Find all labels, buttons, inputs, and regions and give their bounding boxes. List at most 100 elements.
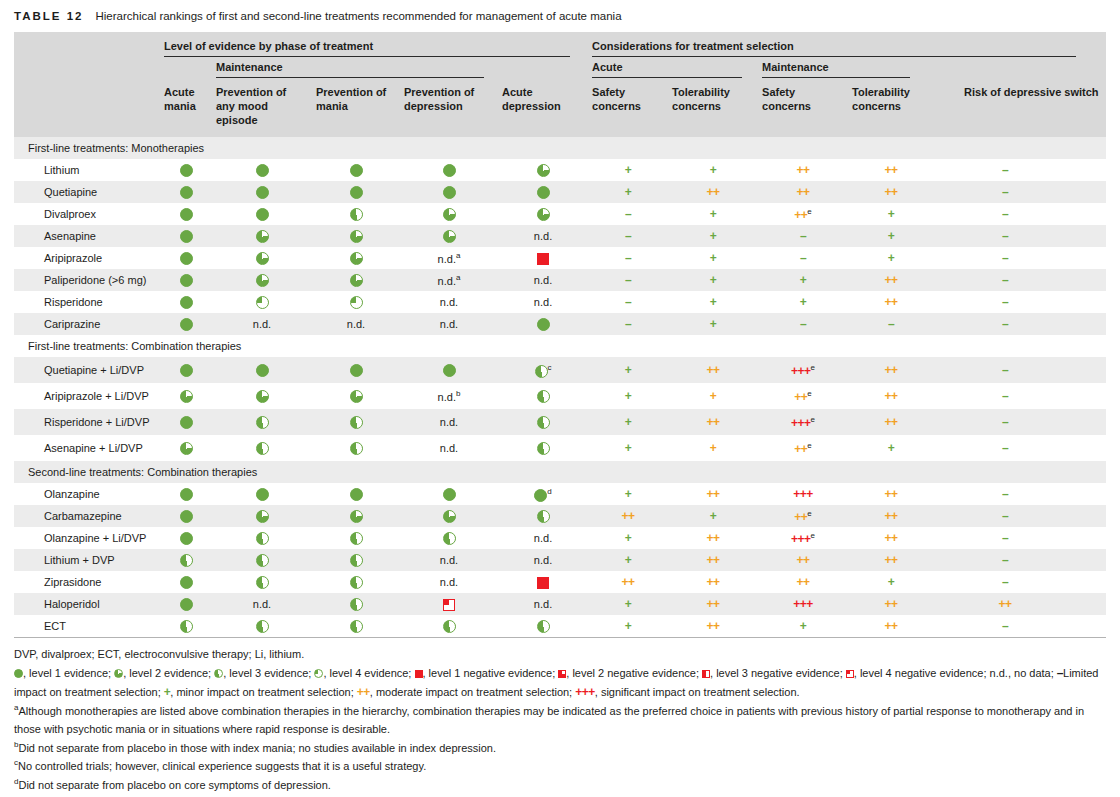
impact-rating-legend: ++ bbox=[357, 685, 370, 699]
evidence-cell bbox=[400, 593, 498, 615]
no-data-label: n.d. bbox=[534, 598, 552, 610]
level-4-evidence-icon bbox=[256, 296, 269, 309]
level-3-evidence-icon bbox=[350, 620, 363, 633]
col-header-acute-mania: Acute mania bbox=[160, 80, 212, 137]
impact-rating: + bbox=[888, 441, 895, 455]
group-header-evidence: Level of evidence by phase of treatment bbox=[160, 32, 588, 59]
consideration-cell: + bbox=[588, 527, 668, 549]
level-3-evidence-icon bbox=[180, 620, 193, 633]
evidence-cell bbox=[498, 505, 588, 527]
level-3-evidence-icon bbox=[180, 554, 193, 567]
level-1-negative-evidence-icon bbox=[537, 253, 549, 265]
impact-rating: – bbox=[1002, 575, 1008, 589]
impact-rating: ++ bbox=[707, 531, 720, 545]
impact-rating: – bbox=[625, 295, 631, 309]
treatment-row: Quetiapine + Li/DVPc++++++e++– bbox=[14, 357, 1106, 383]
impact-rating: – bbox=[1002, 163, 1008, 177]
evidence-cell bbox=[312, 527, 400, 549]
level-2-negative-evidence-icon bbox=[558, 670, 566, 678]
evidence-cell bbox=[312, 383, 400, 409]
evidence-cell: n.d.b bbox=[400, 383, 498, 409]
consideration-cell: ++ bbox=[848, 357, 960, 383]
level-1-evidence-icon bbox=[443, 364, 456, 377]
level-3-evidence-icon bbox=[350, 208, 363, 221]
level-1-evidence-icon bbox=[180, 296, 193, 309]
consideration-cell: ++ bbox=[848, 615, 960, 637]
impact-rating: ++ bbox=[794, 510, 807, 524]
no-data-label: n.d. bbox=[440, 296, 458, 308]
evidence-cell bbox=[160, 505, 212, 527]
consideration-cell: ++ bbox=[848, 527, 960, 549]
abbreviations-note: DVP, divalproex; ECT, electroconvulsive … bbox=[14, 646, 1106, 664]
impact-rating: ++ bbox=[999, 597, 1012, 611]
impact-rating: + bbox=[800, 295, 807, 309]
evidence-cell bbox=[312, 291, 400, 313]
col-header-safety-maintenance: Safety concerns bbox=[758, 80, 848, 137]
level-2-evidence-icon bbox=[114, 669, 123, 678]
impact-rating: – bbox=[1002, 251, 1008, 265]
impact-rating: + bbox=[710, 295, 717, 309]
level-2-evidence-icon bbox=[256, 252, 269, 265]
impact-rating: ++ bbox=[885, 487, 898, 501]
consideration-cell: + bbox=[588, 181, 668, 203]
consideration-cell: – bbox=[960, 225, 1106, 247]
consideration-cell: ++e bbox=[758, 383, 848, 409]
impact-rating: – bbox=[1002, 295, 1008, 309]
treatment-name: Olanzapine bbox=[14, 483, 160, 505]
level-3-evidence-icon bbox=[443, 620, 456, 633]
level-1-evidence-icon bbox=[537, 318, 550, 331]
consideration-cell: – bbox=[960, 181, 1106, 203]
impact-rating-legend: – bbox=[1057, 666, 1063, 680]
impact-rating: ++ bbox=[707, 575, 720, 589]
footnote-c: cNo controlled trials; however, clinical… bbox=[14, 757, 1106, 775]
consideration-cell: ++e bbox=[758, 203, 848, 225]
evidence-cell bbox=[400, 505, 498, 527]
consideration-cell: ++ bbox=[668, 615, 758, 637]
evidence-cell bbox=[400, 181, 498, 203]
impact-rating-legend: +++ bbox=[575, 685, 595, 699]
consideration-cell: – bbox=[588, 313, 668, 335]
treatment-row: Ziprasidonen.d.+++++++– bbox=[14, 571, 1106, 593]
impact-rating: + bbox=[625, 597, 632, 611]
evidence-cell: d bbox=[498, 483, 588, 505]
evidence-cell bbox=[212, 483, 312, 505]
level-1-evidence-icon bbox=[180, 510, 193, 523]
consideration-cell: ++ bbox=[758, 159, 848, 181]
impact-rating: ++ bbox=[797, 575, 810, 589]
footnote-d: dDid not separate from placebo on core s… bbox=[14, 776, 1106, 794]
level-1-evidence-icon bbox=[180, 532, 193, 545]
consideration-cell: ++e bbox=[758, 505, 848, 527]
consideration-cell: + bbox=[588, 383, 668, 409]
consideration-cell: ++ bbox=[848, 383, 960, 409]
level-3-evidence-icon bbox=[256, 532, 269, 545]
impact-rating: ++ bbox=[885, 389, 898, 403]
consideration-cell: – bbox=[960, 409, 1106, 435]
impact-rating: + bbox=[625, 441, 632, 455]
evidence-cell bbox=[312, 409, 400, 435]
consideration-cell: ++ bbox=[668, 483, 758, 505]
evidence-cell: n.d. bbox=[400, 549, 498, 571]
consideration-cell: ++ bbox=[848, 409, 960, 435]
evidence-cell bbox=[212, 383, 312, 409]
consideration-cell: ++ bbox=[848, 505, 960, 527]
impact-rating: – bbox=[1002, 363, 1008, 377]
evidence-cell bbox=[212, 435, 312, 461]
section-header-label: Second-line treatments: Combination ther… bbox=[14, 461, 1106, 483]
evidence-cell bbox=[498, 409, 588, 435]
evidence-cell bbox=[160, 409, 212, 435]
consideration-cell: – bbox=[960, 269, 1106, 291]
evidence-cell bbox=[160, 435, 212, 461]
evidence-cell bbox=[160, 483, 212, 505]
impact-rating: + bbox=[710, 163, 717, 177]
impact-rating: – bbox=[625, 207, 631, 221]
level-3-evidence-icon bbox=[214, 669, 223, 678]
evidence-cell bbox=[312, 571, 400, 593]
treatment-row: ECT++++++– bbox=[14, 615, 1106, 637]
level-1-evidence-icon bbox=[350, 488, 363, 501]
treatment-name: Asenapine bbox=[14, 225, 160, 247]
impact-rating: – bbox=[1002, 619, 1008, 633]
evidence-cell bbox=[160, 357, 212, 383]
evidence-cell bbox=[160, 527, 212, 549]
level-2-evidence-icon bbox=[180, 442, 193, 455]
level-1-evidence-icon bbox=[180, 186, 193, 199]
